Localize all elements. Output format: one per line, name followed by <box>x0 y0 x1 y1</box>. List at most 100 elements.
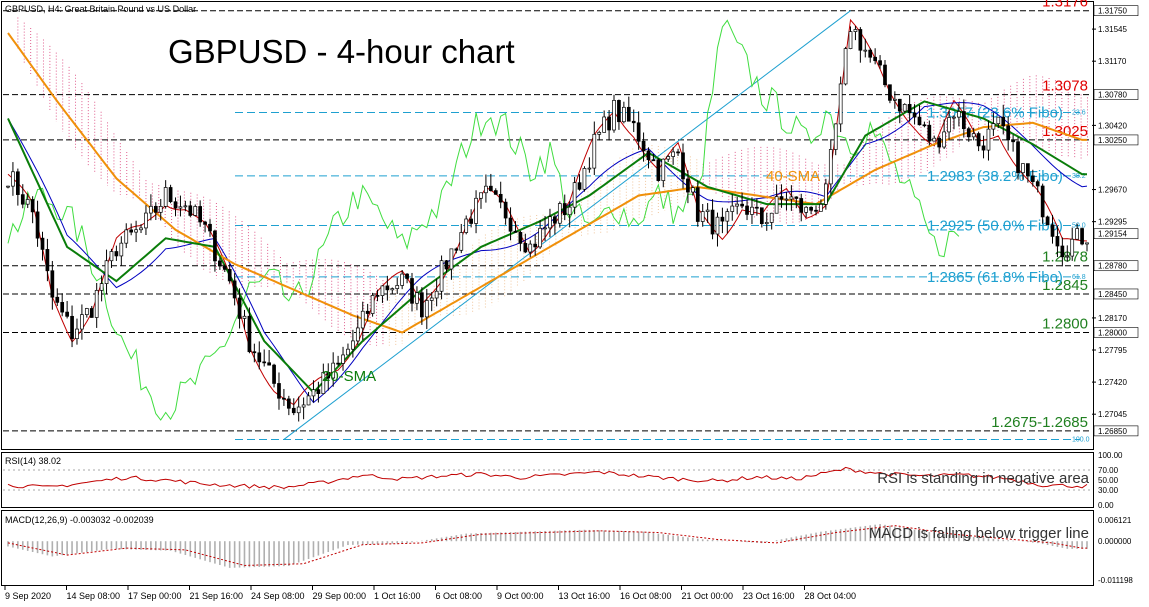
level-axis-box <box>1093 260 1139 272</box>
candle-body <box>892 98 897 101</box>
candle-body <box>336 362 340 365</box>
candle-body <box>20 194 25 205</box>
candle-body <box>321 372 326 394</box>
candle-body <box>626 106 631 122</box>
candle-body <box>543 227 547 230</box>
candle-body <box>1040 185 1045 218</box>
candle-body <box>986 128 991 151</box>
candle-body <box>454 248 459 251</box>
fibo-tag: 23.6 <box>1072 110 1086 117</box>
candle-body <box>119 242 124 257</box>
candle-body <box>153 205 158 213</box>
rsi-tick-label: 30.00 <box>1098 486 1119 495</box>
price-tick-label: 1.31545 <box>1098 25 1127 34</box>
candle-body <box>799 198 804 213</box>
candle-body <box>331 362 336 379</box>
candle-body <box>60 302 65 313</box>
candle-body <box>301 404 306 408</box>
candle-body <box>429 297 434 301</box>
rsi-panel-frame <box>1 452 1094 508</box>
candle-body <box>213 230 217 262</box>
candle-body <box>262 361 267 364</box>
rsi-tick-label: 0.00 <box>1098 501 1114 510</box>
candle-body <box>168 187 173 203</box>
candle-body <box>25 199 30 205</box>
candle-body <box>932 137 937 142</box>
candle-body <box>705 209 710 212</box>
candle-body <box>198 206 203 223</box>
candle-body <box>784 198 789 201</box>
candle-body <box>602 116 607 133</box>
sma40-line <box>7 32 1087 334</box>
candle-body <box>720 216 725 222</box>
candle-body <box>843 48 848 85</box>
time-tick-label: 23 Oct 16:00 <box>743 591 795 601</box>
candle-body <box>710 209 715 235</box>
candle-body <box>1050 224 1055 237</box>
candle-body <box>646 150 651 161</box>
fibo-tag: 100.0 <box>1072 436 1090 443</box>
time-tick-label: 21 Oct 00:00 <box>682 591 734 601</box>
candle-body <box>612 100 616 131</box>
price-tick-label: 1.31170 <box>1098 57 1127 66</box>
candle-body <box>129 229 134 233</box>
current-price-label: 1.29154 <box>1098 230 1127 239</box>
macd-tick-label: -0.011198 <box>1098 576 1133 585</box>
candle-body <box>370 295 375 314</box>
candle-body <box>484 185 488 194</box>
current-price-box <box>1093 228 1139 240</box>
price-tick-label: 1.28170 <box>1098 314 1127 323</box>
candle-body <box>651 159 656 162</box>
candle-body <box>355 327 360 342</box>
candle-body <box>16 171 20 195</box>
level-axis-label: 1.26850 <box>1098 427 1127 436</box>
candle-body <box>794 196 799 199</box>
fibo-swing-line <box>283 10 851 440</box>
candle-body <box>208 223 212 232</box>
candle-body <box>518 232 523 244</box>
candle-body <box>272 364 276 384</box>
candle-body <box>907 104 912 114</box>
candle-body <box>937 137 942 148</box>
candle-body <box>1006 125 1011 141</box>
candle-body <box>513 230 518 233</box>
candle-body <box>400 273 405 286</box>
level-axis-box <box>1093 5 1139 17</box>
candle-body <box>232 280 237 299</box>
candle-body <box>306 395 311 406</box>
candle-body <box>1001 116 1006 127</box>
level-axis-box <box>1093 327 1139 338</box>
candle-body <box>1085 242 1089 245</box>
candle-body <box>961 111 966 130</box>
candle-body <box>415 292 419 304</box>
candle-body <box>252 351 257 354</box>
candle-body <box>35 211 40 239</box>
candle-body <box>700 211 705 222</box>
candle-body <box>996 116 1001 124</box>
candle-body <box>420 292 424 318</box>
candle-body <box>163 187 168 207</box>
candle-body <box>774 196 779 214</box>
candle-body <box>567 206 572 216</box>
candle-body <box>434 290 439 299</box>
candle-body <box>523 243 528 253</box>
candle-body <box>883 64 887 86</box>
candle-body <box>681 152 685 180</box>
level-axis-label: 1.31750 <box>1098 7 1127 16</box>
candle-body <box>173 201 178 209</box>
candle-body <box>405 273 409 279</box>
candle-body <box>203 221 207 225</box>
candle-body <box>888 84 892 101</box>
candle-body <box>424 300 429 318</box>
candle-body <box>267 362 271 366</box>
time-tick-label: 9 Sep 2020 <box>5 591 51 601</box>
candle-body <box>942 131 946 148</box>
candle-body <box>622 106 626 123</box>
candle-body <box>50 270 55 298</box>
candle-body <box>351 340 355 350</box>
candle-body <box>1080 228 1084 245</box>
price-tick-label: 1.27795 <box>1098 346 1127 355</box>
candle-body <box>809 206 813 211</box>
